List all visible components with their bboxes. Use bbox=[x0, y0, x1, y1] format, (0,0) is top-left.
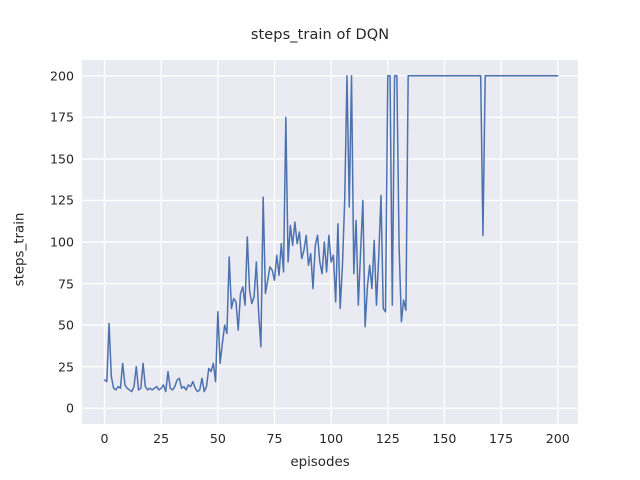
y-tick-label: 125 bbox=[49, 192, 74, 208]
y-tick-label: 50 bbox=[57, 317, 74, 333]
y-axis-label: steps_train bbox=[12, 212, 28, 287]
x-tick-label: 0 bbox=[100, 431, 109, 446]
x-tick-label: 125 bbox=[375, 431, 400, 446]
x-tick-label: 100 bbox=[319, 431, 344, 446]
y-tick-label: 200 bbox=[49, 68, 74, 84]
x-tick-label: 75 bbox=[266, 431, 283, 446]
x-tick-label: 200 bbox=[545, 431, 570, 446]
y-tick-label: 25 bbox=[57, 359, 74, 375]
y-tick-label: 175 bbox=[49, 109, 74, 125]
x-axis-label: episodes bbox=[290, 455, 350, 470]
x-tick-label: 150 bbox=[432, 431, 457, 446]
y-tick-label: 0 bbox=[65, 400, 74, 416]
data-line-steps-train bbox=[103, 75, 559, 393]
y-tick-label: 150 bbox=[49, 151, 74, 167]
y-axis-tick-labels: 0 25 50 75 100 125 150 175 200 bbox=[30, 0, 74, 480]
x-tick-label: 175 bbox=[489, 431, 514, 446]
x-tick-label: 25 bbox=[153, 431, 170, 446]
y-tick-label: 100 bbox=[49, 234, 74, 250]
plot-area bbox=[82, 60, 578, 424]
x-axis-tick-labels: 0 25 50 75 100 125 150 175 200 bbox=[0, 431, 640, 451]
data-series-layer bbox=[103, 75, 559, 393]
chart-title: steps_train of DQN bbox=[250, 27, 390, 43]
x-tick-label: 50 bbox=[209, 431, 226, 446]
y-tick-label: 75 bbox=[57, 276, 74, 292]
